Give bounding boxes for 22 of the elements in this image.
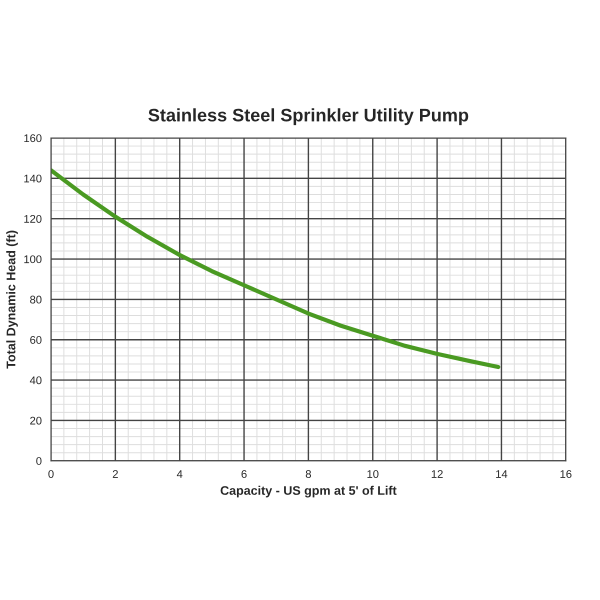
y-tick-label: 140 [24,174,42,182]
y-tick-label: 100 [24,255,42,264]
y-tick-label: 40 [30,376,42,384]
y-tick-label: 0 [36,457,42,465]
y-tick-label: 160 [24,134,42,142]
chart-title: Stainless Steel Sprinkler Utility Pump [148,108,468,126]
x-tick-label: 14 [496,470,508,478]
x-tick-label: 6 [242,470,247,478]
x-tick-label: 12 [432,470,443,478]
x-axis-title: Capacity - US gpm at 5' of Lift [220,486,397,498]
y-tick-label: 60 [30,336,42,344]
x-tick-label: 4 [176,470,182,478]
y-tick-label: 120 [24,214,42,223]
x-tick-label: 2 [112,470,118,478]
y-tick-label: 80 [30,296,42,304]
line-series [51,168,500,370]
x-tick-label: 16 [560,470,572,478]
x-tick-label: 8 [306,470,312,478]
x-tick-label: 0 [48,470,54,478]
y-tick-label: 20 [30,416,42,425]
x-tick-label: 10 [367,470,378,478]
y-axis-title: Total Dynamic Head (ft) [6,230,18,369]
